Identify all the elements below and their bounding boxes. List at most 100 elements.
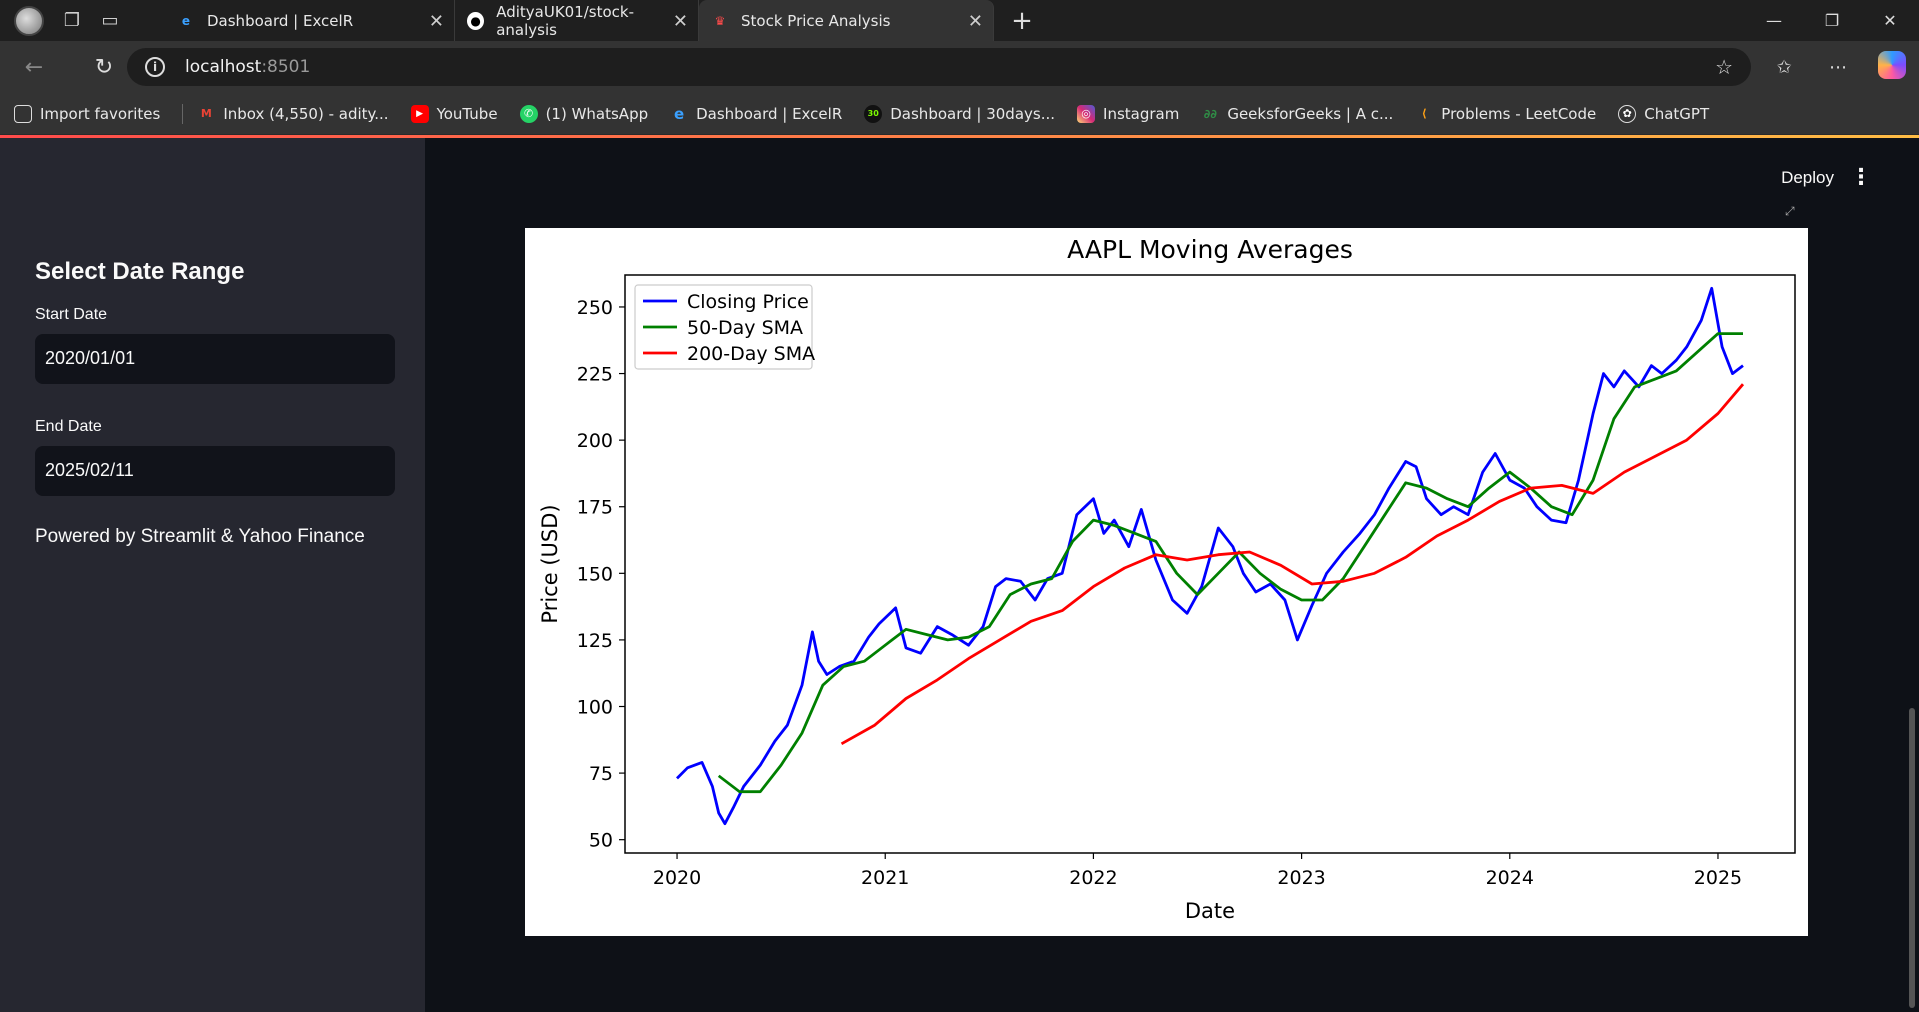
legend-box	[634, 284, 813, 370]
y-tick-label: 75	[589, 763, 613, 785]
bookmark-label: ChatGPT	[1644, 104, 1710, 123]
plot-frame	[624, 274, 1796, 854]
favorites-icon[interactable]: ✩	[1776, 56, 1792, 78]
leetcode-icon: ⟨	[1421, 107, 1427, 120]
more-menu-icon[interactable]: ⋯	[1829, 56, 1847, 78]
chatgpt-icon: ✿	[1618, 104, 1637, 123]
x-axis-label: Date	[1185, 899, 1235, 923]
streamlit-icon: ♛	[714, 13, 726, 28]
streamlit-header-decoration	[0, 135, 1919, 138]
bookmark-whatsapp[interactable]: ✆ (1) WhatsApp	[519, 104, 649, 123]
bookmark-gfg[interactable]: ∂∂ GeeksforGeeks | A c...	[1201, 104, 1394, 123]
new-tab-button[interactable]: +	[1011, 5, 1033, 36]
bookmark-gmail[interactable]: M Inbox (4,550) - adity...	[197, 104, 389, 123]
end-date-input[interactable]: 2025/02/11	[35, 446, 395, 496]
y-tick-label: 150	[577, 563, 613, 585]
y-tick-label: 200	[577, 430, 613, 452]
main-menu-icon[interactable]: ⋮	[1850, 165, 1872, 190]
y-tick-label: 125	[577, 630, 613, 652]
youtube-icon: ▶	[410, 104, 429, 123]
excelr-icon: e	[674, 104, 685, 123]
copilot-icon[interactable]	[1865, 50, 1919, 84]
sidebar-title: Select Date Range	[35, 258, 245, 285]
tab-title: Dashboard | ExcelR	[207, 11, 354, 30]
favorite-star-icon[interactable]: ☆	[1715, 55, 1733, 79]
url-port: :8501	[261, 57, 311, 77]
instagram-icon: ◎	[1077, 104, 1096, 123]
back-icon[interactable]: ←	[24, 54, 44, 80]
y-tick-label: 100	[577, 697, 613, 719]
bookmark-label: Inbox (4,550) - adity...	[223, 104, 389, 123]
y-tick-label: 50	[589, 830, 613, 852]
x-tick-label: 2024	[1486, 867, 1534, 889]
url-field[interactable]: i localhost:8501 ☆	[127, 48, 1751, 86]
tab-title: AdityaUK01/stock-analysis	[496, 2, 635, 39]
close-icon[interactable]: ✕	[967, 11, 983, 32]
address-bar-row: ← ↻ i localhost:8501 ☆ ✩ ⋯	[0, 41, 1919, 93]
x-tick-label: 2021	[861, 867, 909, 889]
chart-svg: AAPL Moving Averages 50 75 100 125 150 175 200 2…	[538, 235, 1796, 923]
excelr-icon: e	[181, 13, 191, 28]
workspaces-icon[interactable]: ❐	[63, 9, 81, 31]
end-date-label: End Date	[35, 418, 102, 435]
series-line-1	[676, 286, 1744, 826]
tab-github[interactable]: ● AdityaUK01/stock-analysis ✕	[455, 0, 699, 41]
bookmark-30days[interactable]: 30 Dashboard | 30days...	[864, 104, 1055, 123]
start-date-input[interactable]: 2020/01/01	[35, 334, 395, 384]
x-tick-label: 2025	[1694, 867, 1742, 889]
github-icon: ●	[467, 11, 485, 30]
site-info-icon[interactable]: i	[145, 57, 165, 77]
bookmark-label: Dashboard | ExcelR	[696, 104, 843, 123]
bookmark-import-favorites[interactable]: Import favorites	[14, 104, 161, 123]
gmail-icon: M	[200, 107, 212, 120]
x-tick-label: 2023	[1277, 867, 1325, 889]
bookmark-instagram[interactable]: ◎ Instagram	[1077, 104, 1180, 123]
bookmark-label: Problems - LeetCode	[1441, 104, 1597, 123]
fullscreen-icon[interactable]: ⤢	[1785, 204, 1795, 218]
close-icon[interactable]: ✕	[428, 11, 444, 32]
y-tick-label: 175	[577, 497, 613, 519]
sidebar-footer: Powered by Streamlit & Yahoo Finance	[35, 526, 365, 547]
x-tick-label: 2020	[653, 867, 701, 889]
30days-icon: 30	[864, 104, 883, 123]
series-line-2	[717, 332, 1743, 794]
y-tick-label: 225	[577, 364, 613, 386]
restore-icon[interactable]: ❐	[1824, 11, 1840, 30]
browser-tab-bar: ❐ ▭ e Dashboard | ExcelR ✕ ● AdityaUK01/…	[0, 0, 1919, 41]
chart-title: AAPL Moving Averages	[1067, 235, 1353, 264]
start-date-label: Start Date	[35, 306, 108, 323]
bookmark-separator	[182, 103, 184, 124]
scrollbar[interactable]	[1909, 708, 1915, 1008]
close-icon[interactable]: ✕	[672, 11, 688, 32]
deploy-button[interactable]: Deploy	[1781, 168, 1834, 187]
import-icon	[14, 104, 32, 123]
main-content: Deploy ⋮ ⤢ AAPL Moving Averages 50 75 100 12…	[425, 138, 1919, 1012]
legend-label: 200-Day SMA	[687, 343, 815, 365]
close-window-icon[interactable]: ✕	[1883, 11, 1897, 30]
tab-excelr[interactable]: e Dashboard | ExcelR ✕	[165, 0, 455, 41]
gfg-icon: ∂∂	[1203, 106, 1217, 121]
bookmark-excelr[interactable]: e Dashboard | ExcelR	[670, 105, 842, 123]
series-line-3	[840, 383, 1745, 746]
url-host: localhost	[185, 57, 262, 77]
bookmarks-bar: Import favorites M Inbox (4,550) - adity…	[0, 93, 1919, 135]
bookmark-leetcode[interactable]: ⟨ Problems - LeetCode	[1415, 105, 1596, 123]
refresh-icon[interactable]: ↻	[94, 54, 114, 80]
sidebar: Select Date Range Start Date 2020/01/01 …	[0, 138, 425, 1012]
bookmark-label: (1) WhatsApp	[545, 104, 649, 123]
bookmark-youtube[interactable]: ▶ YouTube	[410, 104, 498, 123]
bookmark-label: Import favorites	[40, 104, 161, 123]
legend-label: 50-Day SMA	[687, 317, 803, 339]
bookmark-label: Instagram	[1103, 104, 1180, 123]
minimize-icon[interactable]: —	[1766, 11, 1782, 30]
tab-stock-price-analysis[interactable]: ♛ Stock Price Analysis ✕	[699, 0, 994, 41]
bookmark-chatgpt[interactable]: ✿ ChatGPT	[1618, 104, 1710, 123]
tab-title: Stock Price Analysis	[741, 11, 891, 30]
profile-avatar[interactable]	[14, 5, 44, 36]
bookmark-label: YouTube	[436, 104, 498, 123]
bookmark-label: GeeksforGeeks | A c...	[1227, 104, 1394, 123]
legend-label: Closing Price	[687, 291, 809, 313]
moving-averages-chart: AAPL Moving Averages 50 75 100 125 150 175 200 2…	[525, 228, 1808, 936]
tab-actions-icon[interactable]: ▭	[101, 9, 119, 31]
x-tick-label: 2022	[1069, 867, 1117, 889]
